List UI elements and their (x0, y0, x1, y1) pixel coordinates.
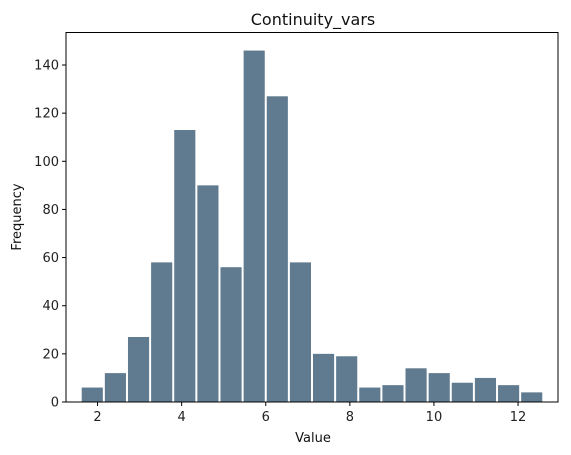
y-tick-label: 60 (42, 251, 59, 266)
histogram-bar (289, 262, 311, 402)
histogram-bar (220, 267, 242, 402)
bars-group (81, 50, 543, 403)
histogram-bar (127, 337, 150, 402)
y-tick-label: 40 (42, 299, 59, 314)
plot-frame (65, 32, 559, 403)
histogram-bar (359, 387, 381, 402)
x-tick-label: 10 (426, 410, 443, 425)
y-tick-label: 0 (51, 396, 59, 411)
chart-title: Continuity_vars (251, 10, 375, 30)
y-tick-label: 100 (34, 155, 59, 170)
histogram-bar (313, 353, 335, 402)
histogram-bar (405, 368, 427, 402)
histogram-bar (104, 373, 126, 402)
y-tick-label: 80 (42, 203, 59, 218)
histogram-bar (451, 382, 473, 402)
x-tick-label: 6 (262, 410, 270, 425)
x-axis-label: Value (295, 431, 331, 446)
y-tick-label: 140 (34, 58, 59, 73)
y-axis-label: Frequency (10, 183, 25, 250)
y-tick-label: 120 (34, 107, 59, 122)
histogram-bar (382, 385, 404, 402)
histogram-bar (474, 377, 497, 402)
histogram-bar (243, 50, 265, 403)
histogram-bar (336, 356, 358, 402)
histogram-bar (197, 185, 219, 402)
histogram-bar (498, 385, 520, 402)
histogram-bar (81, 387, 103, 402)
y-axis: 0 20 40 60 80 100 120 140 (34, 58, 66, 411)
y-tick-label: 20 (42, 347, 59, 362)
histogram-bar (521, 392, 543, 402)
x-tick-label: 2 (93, 410, 101, 425)
x-tick-label: 12 (510, 410, 527, 425)
histogram-bar (428, 373, 450, 402)
histogram-bar (174, 129, 196, 402)
x-axis: 2 4 6 8 10 12 (93, 402, 526, 425)
x-tick-label: 8 (346, 410, 354, 425)
x-tick-label: 4 (178, 410, 186, 425)
histogram-bar (151, 262, 173, 402)
histogram-bar (266, 96, 288, 402)
